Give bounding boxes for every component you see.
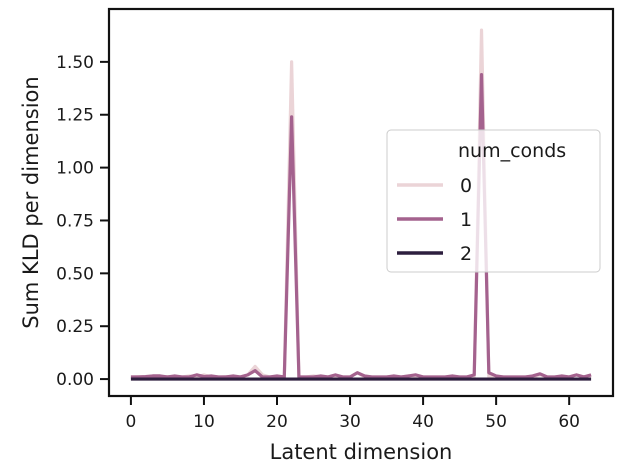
x-tick-label: 40 xyxy=(412,412,434,432)
legend-title: num_conds xyxy=(458,140,566,162)
series-layer xyxy=(130,28,592,381)
y-axis-ticks: 0.00 0.25 0.50 0.75 1.00 1.25 1.50 xyxy=(56,53,109,390)
x-axis-ticks: 0 10 20 30 40 50 60 xyxy=(125,396,580,432)
x-tick-label: 30 xyxy=(339,412,361,432)
legend: num_conds 0 1 2 xyxy=(386,129,601,273)
x-tick-label: 10 xyxy=(193,412,215,432)
legend-items: 0 1 2 xyxy=(397,175,472,265)
x-tick-label: 0 xyxy=(125,412,136,432)
plot-frame xyxy=(107,7,615,398)
y-tick-label: 0.00 xyxy=(56,370,94,390)
legend-label-2: 2 xyxy=(460,243,472,265)
legend-label-1: 1 xyxy=(460,209,472,231)
legend-box xyxy=(386,129,601,273)
y-tick-label: 0.50 xyxy=(56,264,94,284)
legend-label-0: 0 xyxy=(460,175,472,197)
y-tick-label: 0.25 xyxy=(56,317,94,337)
y-tick-label: 0.75 xyxy=(56,211,94,231)
y-tick-label: 1.50 xyxy=(56,53,94,73)
x-tick-label: 60 xyxy=(558,412,580,432)
x-tick-label: 50 xyxy=(485,412,507,432)
x-tick-label: 20 xyxy=(266,412,288,432)
x-axis-label: Latent dimension xyxy=(270,440,453,464)
y-tick-label: 1.00 xyxy=(56,159,94,179)
y-tick-label: 1.25 xyxy=(56,106,94,126)
series-line-1 xyxy=(130,72,592,379)
y-axis-label: Sum KLD per dimension xyxy=(19,76,43,328)
